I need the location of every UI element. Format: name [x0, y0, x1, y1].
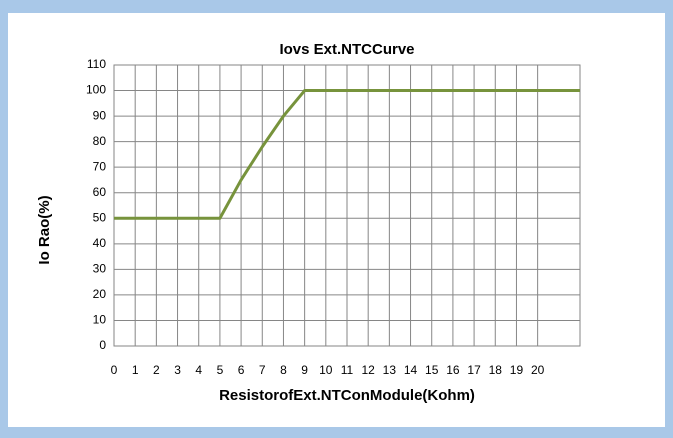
x-tick-label: 16 — [446, 363, 460, 377]
y-axis-label: Io Rao(%) — [36, 195, 53, 264]
x-tick-label: 11 — [341, 363, 354, 377]
x-tick-label: 17 — [467, 363, 481, 377]
x-tick-label: 10 — [319, 363, 333, 377]
y-tick-label: 10 — [93, 313, 107, 327]
x-tick-label: 9 — [301, 363, 308, 377]
y-tick-label: 100 — [86, 83, 106, 97]
y-tick-label: 20 — [93, 287, 107, 301]
chart-title: Iovs Ext.NTCCurve — [279, 41, 414, 58]
chart-area — [8, 13, 665, 427]
x-tick-label: 2 — [153, 363, 160, 377]
y-tick-label: 30 — [93, 262, 107, 276]
x-tick-label: 7 — [259, 363, 266, 377]
x-tick-label: 12 — [362, 363, 376, 377]
x-tick-label: 4 — [195, 363, 202, 377]
y-tick-label: 90 — [93, 108, 107, 122]
x-tick-label: 0 — [111, 363, 118, 377]
x-tick-label: 19 — [510, 363, 524, 377]
y-tick-label: 110 — [87, 57, 106, 71]
x-tick-label: 3 — [174, 363, 181, 377]
y-tick-label: 70 — [93, 159, 107, 173]
y-tick-label: 60 — [93, 185, 107, 199]
y-tick-label: 40 — [93, 236, 107, 250]
x-tick-label: 8 — [280, 363, 287, 377]
x-tick-label: 14 — [404, 363, 418, 377]
x-axis-label: ResistorofExt.NTConModule(Kohm) — [219, 387, 475, 404]
x-tick-label: 15 — [425, 363, 439, 377]
x-tick-label: 6 — [238, 363, 245, 377]
y-tick-label: 0 — [99, 338, 106, 352]
x-tick-label: 20 — [531, 363, 545, 377]
x-tick-label: 1 — [132, 363, 139, 377]
y-tick-label: 80 — [93, 134, 107, 148]
x-tick-label: 5 — [217, 363, 224, 377]
x-tick-label: 18 — [489, 363, 503, 377]
x-tick-label: 13 — [383, 363, 397, 377]
line — [114, 89, 580, 220]
y-tick-label: 50 — [93, 210, 107, 224]
